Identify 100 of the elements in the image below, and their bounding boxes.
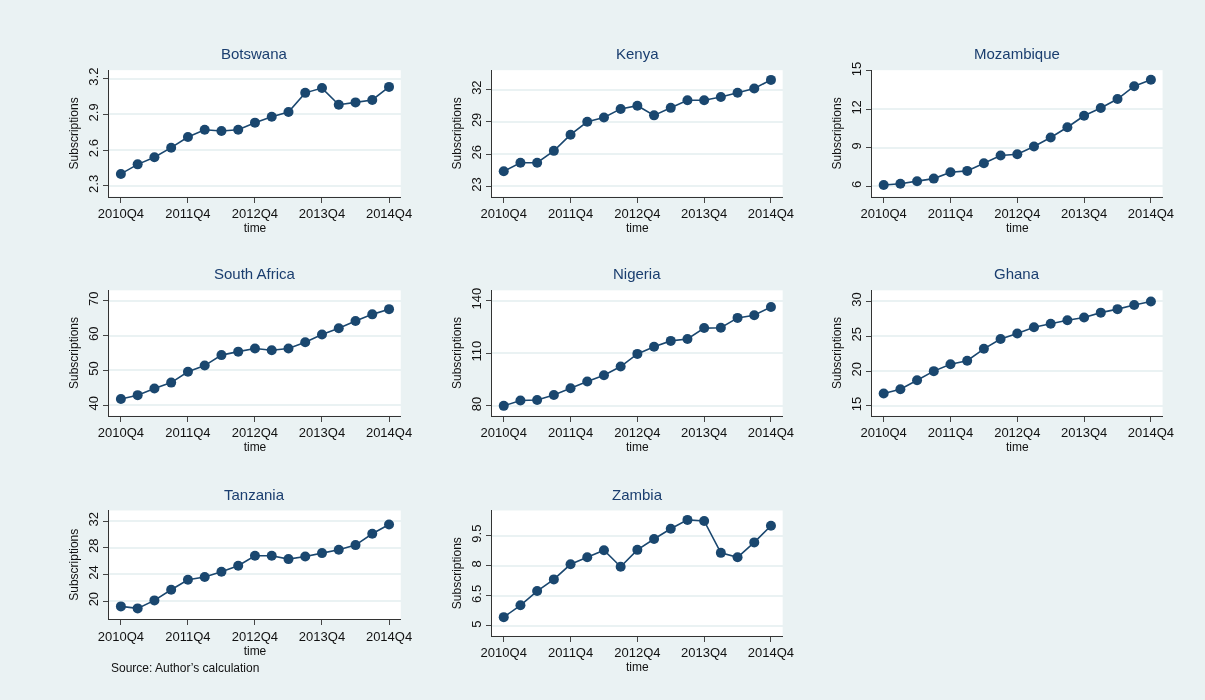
point [132,159,143,170]
point [1028,141,1039,152]
x-tick-label: 2014Q4 [747,645,795,661]
point [300,87,311,98]
chart-title: Tanzania [224,486,285,503]
point [1045,132,1056,143]
x-tick-label: 2013Q4 [1060,425,1108,441]
point [649,341,660,352]
point [333,99,344,110]
point [699,515,710,526]
point [300,551,311,562]
y-tick-label: 12 [848,100,864,115]
chart-title: South Africa [214,265,296,282]
point [962,355,973,366]
point [582,376,593,387]
point [283,106,294,117]
point [665,335,676,346]
x-tick-label: 2011Q4 [927,206,974,222]
point [115,393,126,404]
y-tick-label: 32 [85,511,101,527]
point [166,584,177,595]
point [1062,315,1073,326]
x-tick-label: 2011Q4 [165,628,211,644]
y-tick-label: 32 [468,80,484,95]
y-tick-label: 29 [468,112,484,128]
x-tick-label: 2011Q4 [547,645,594,661]
point [384,304,395,315]
chart-title: Kenya [616,45,660,62]
x-tick-label: 2010Q4 [480,206,527,222]
point [266,550,277,561]
point [895,178,906,189]
point [216,350,227,361]
point [115,601,126,612]
point [350,315,361,326]
point [199,572,210,583]
point [283,554,294,565]
chart-title: Botswana [221,45,288,62]
point [216,125,227,136]
x-tick-label: 2010Q4 [860,425,907,441]
point [615,361,626,372]
point [912,375,923,386]
point [895,384,906,395]
point [582,552,593,563]
x-tick-label: 2012Q4 [231,628,279,644]
point [632,544,643,555]
point [115,168,126,179]
point [317,83,327,94]
y-tick-label: 50 [85,361,101,376]
y-tick-label: 110 [468,340,484,362]
point [1112,304,1123,315]
point [333,544,344,555]
y-tick-label: 25 [848,327,864,342]
x-tick-label: 2011Q4 [927,425,974,441]
y-tick-label: 24 [85,565,101,580]
y-tick-label: 80 [468,396,484,412]
x-axis-title: time [243,221,267,236]
point [300,337,311,348]
x-tick-label: 2011Q4 [165,425,211,441]
point [384,519,395,530]
chart-title: Zambia [612,486,663,503]
point [1145,296,1156,307]
y-tick-label: 2.3 [85,174,101,193]
y-tick-label: 2.9 [85,103,101,122]
point [749,83,760,94]
x-tick-label: 2011Q4 [547,206,594,222]
point [765,302,776,313]
point [1028,322,1039,333]
y-tick-label: 8 [468,560,484,568]
point [266,111,277,122]
point [749,537,760,548]
x-tick-label: 2013Q4 [298,425,346,441]
point [199,124,210,135]
point [149,383,160,394]
x-tick-label: 2013Q4 [298,628,346,644]
x-tick-label: 2011Q4 [547,425,594,441]
point [565,383,576,394]
x-axis-title: time [626,221,650,236]
point [1129,299,1140,310]
point [216,566,227,577]
point [532,395,543,406]
point [1095,103,1106,114]
y-tick-label: 9.5 [468,524,484,543]
point [350,97,361,108]
x-axis-title: time [1005,440,1029,455]
point [132,390,143,401]
y-tick-label: 140 [468,287,484,310]
point [928,366,939,377]
point [515,600,526,611]
point [715,322,726,333]
x-tick-label: 2010Q4 [97,206,145,222]
point [532,157,543,168]
point [928,173,939,184]
point [715,92,726,103]
x-tick-label: 2012Q4 [614,425,661,441]
y-tick-label: 40 [85,396,101,411]
point [749,310,760,321]
x-tick-label: 2014Q4 [1127,425,1175,441]
y-tick-label: 3.2 [85,67,101,86]
point [765,520,776,531]
y-tick-label: 28 [85,538,101,554]
